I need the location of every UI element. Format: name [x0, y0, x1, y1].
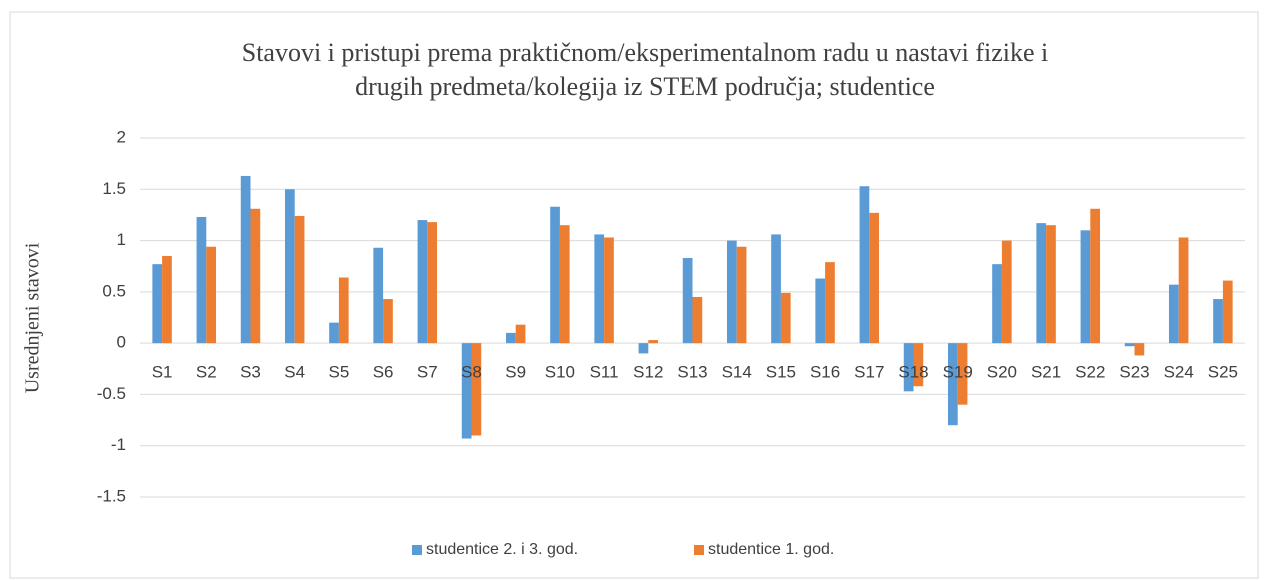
bar — [1080, 230, 1091, 344]
x-tick-label: S23 — [1119, 363, 1149, 382]
x-tick-label: S22 — [1075, 363, 1105, 382]
bar — [1090, 208, 1101, 344]
bar — [338, 277, 349, 344]
bar — [1124, 343, 1135, 347]
bar — [825, 262, 835, 344]
x-tick-label: S20 — [987, 363, 1017, 382]
chart-title: drugih predmeta/kolegija iz STEM područj… — [355, 72, 935, 101]
y-tick-label: 1.5 — [102, 179, 126, 198]
bar — [329, 322, 339, 344]
bar — [550, 206, 560, 344]
bar — [1222, 280, 1233, 344]
bar — [913, 343, 924, 387]
bar — [1046, 225, 1056, 344]
legend-swatch — [694, 545, 704, 555]
x-tick-label: S7 — [417, 363, 438, 382]
bar — [1178, 237, 1189, 344]
bar — [648, 340, 659, 344]
x-tick-label: S16 — [810, 363, 840, 382]
x-tick-label: S6 — [373, 363, 394, 382]
chart-title: Stavovi i pristupi prema praktičnom/eksp… — [242, 38, 1049, 67]
bar — [992, 264, 1002, 344]
bar — [1213, 299, 1223, 344]
bar — [284, 189, 295, 344]
bar — [957, 343, 968, 405]
bar — [505, 332, 516, 344]
bar — [417, 220, 428, 344]
bar — [736, 246, 747, 344]
x-tick-label: S1 — [152, 363, 173, 382]
bar — [1168, 284, 1179, 344]
x-tick-label: S4 — [284, 363, 305, 382]
bar — [250, 208, 261, 344]
legend-label: studentice 1. god. — [708, 541, 834, 558]
y-tick-label: -0.5 — [97, 384, 126, 403]
bar — [383, 299, 393, 344]
x-tick-label: S13 — [677, 363, 707, 382]
bar — [903, 343, 914, 392]
x-tick-label: S15 — [766, 363, 796, 382]
bar — [1001, 240, 1012, 344]
bar — [427, 222, 438, 344]
bar — [594, 234, 605, 344]
bar — [682, 258, 693, 344]
bar — [206, 246, 217, 344]
x-tick-label: S12 — [633, 363, 663, 382]
y-tick-label: -1 — [111, 435, 126, 454]
x-tick-label: S9 — [505, 363, 526, 382]
bar — [515, 324, 526, 344]
bar — [240, 175, 251, 344]
bar — [859, 186, 870, 344]
x-tick-label: S3 — [240, 363, 261, 382]
bar — [692, 296, 703, 344]
legend-swatch — [412, 545, 422, 555]
x-tick-label: S18 — [898, 363, 928, 382]
bar — [471, 343, 482, 436]
x-tick-label: S14 — [722, 363, 752, 382]
x-tick-label: S24 — [1164, 363, 1194, 382]
x-tick-label: S8 — [461, 363, 482, 382]
y-tick-label: 2 — [117, 127, 126, 146]
x-tick-label: S10 — [545, 363, 575, 382]
bar — [1134, 343, 1145, 356]
bar — [815, 278, 826, 344]
bar — [1036, 223, 1047, 344]
bar — [780, 292, 791, 344]
bar — [373, 247, 384, 344]
x-tick-label: S25 — [1208, 363, 1238, 382]
bar — [461, 343, 472, 439]
bar — [152, 264, 163, 344]
x-tick-label: S17 — [854, 363, 884, 382]
bar — [559, 225, 570, 344]
x-tick-label: S19 — [943, 363, 973, 382]
bar — [869, 212, 880, 344]
bar — [726, 240, 737, 344]
bar — [604, 237, 614, 344]
bar — [947, 343, 958, 426]
x-tick-label: S11 — [590, 363, 619, 382]
y-axis-label: Usrednjeni stavovi — [22, 242, 44, 393]
bar — [294, 215, 305, 344]
y-tick-label: -1.5 — [97, 486, 126, 505]
y-tick-label: 0.5 — [102, 281, 126, 300]
bar — [771, 234, 781, 344]
x-tick-label: S21 — [1031, 363, 1061, 382]
bar — [196, 216, 207, 344]
bar — [162, 255, 172, 344]
y-tick-label: 0 — [117, 333, 126, 352]
y-tick-label: 1 — [117, 230, 126, 249]
legend-label: studentice 2. i 3. god. — [426, 541, 578, 558]
x-tick-label: S5 — [329, 363, 350, 382]
bar — [638, 343, 649, 354]
x-tick-label: S2 — [196, 363, 217, 382]
